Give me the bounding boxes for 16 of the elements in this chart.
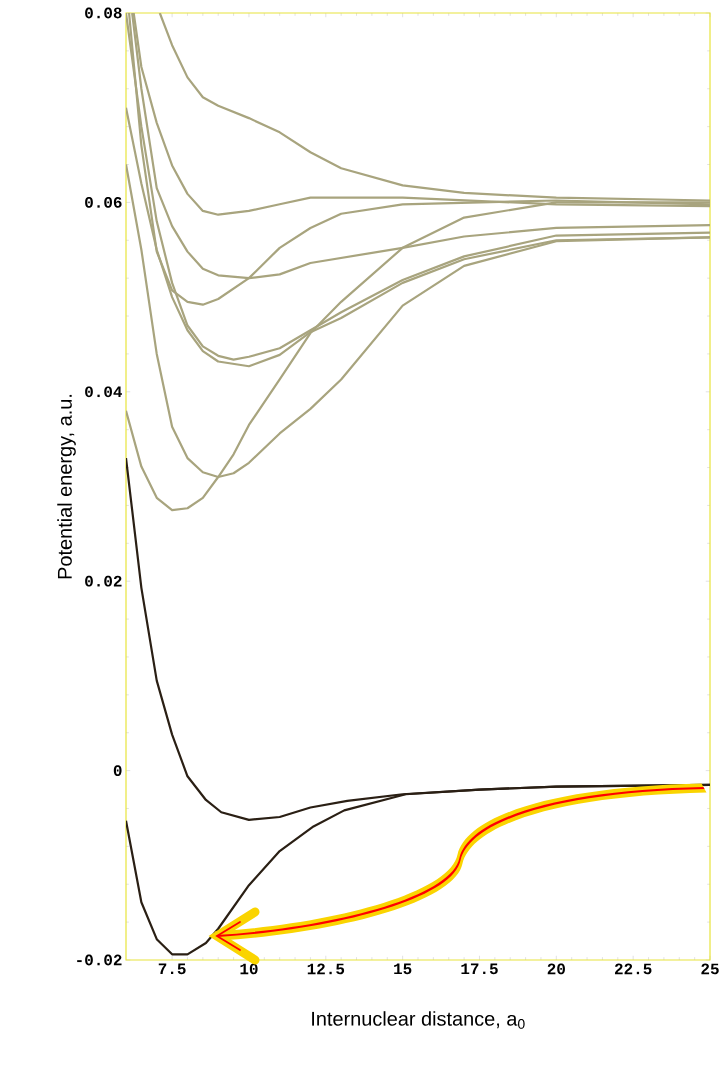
y-tick-label: -0.02 <box>77 954 122 966</box>
x-axis-title: Internuclear distance, a$_{0}$ <box>312 1011 525 1029</box>
y-tick-label: 0.08 <box>85 7 122 19</box>
x-tick-label: 12.5 <box>307 963 345 975</box>
x-tick-label: 17.5 <box>461 963 498 975</box>
y-tick-label: 0.04 <box>85 386 122 398</box>
y-axis-title: Potential energy, a.u. <box>57 394 76 579</box>
x-tick-label: 15 <box>394 963 412 975</box>
x-tick-label: 22.5 <box>614 963 652 975</box>
y-tick-label: 0 <box>113 765 122 777</box>
x-tick-label: 7.5 <box>158 963 186 975</box>
y-tick-label: 0.06 <box>85 196 122 208</box>
x-tick-label: 25 <box>701 963 719 975</box>
y-tick-label: 0.02 <box>85 575 122 587</box>
x-tick-label: 10 <box>240 963 258 975</box>
x-tick-label: 20 <box>547 963 565 975</box>
